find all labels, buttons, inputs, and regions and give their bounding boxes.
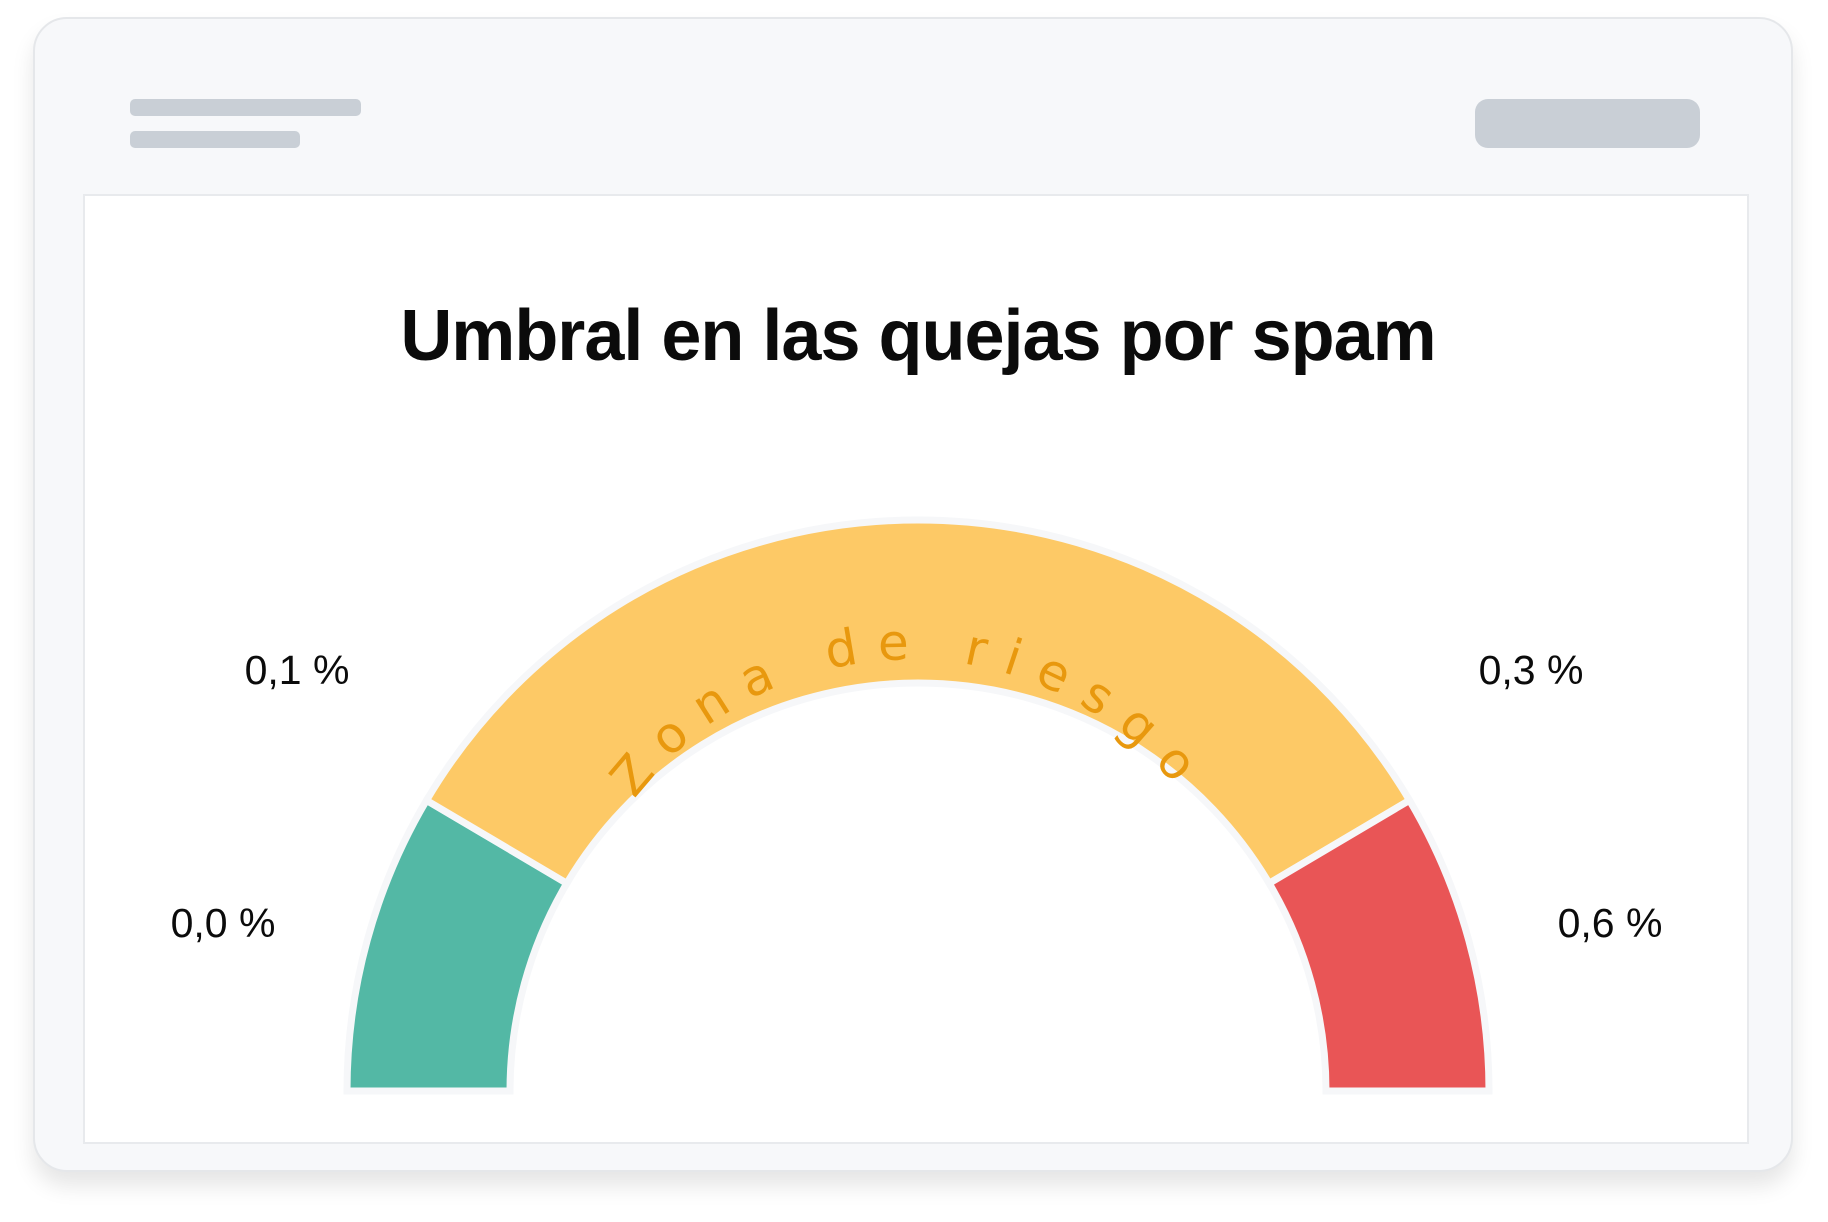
header-placeholder-line	[130, 131, 300, 148]
chart-title: Umbral en las quejas por spam	[400, 296, 1435, 376]
tick-label-2: 0,3 %	[1479, 647, 1584, 693]
chart-panel: Umbral en las quejas por spam Zona de ri…	[83, 194, 1749, 1144]
tick-label-1: 0,1 %	[245, 647, 350, 693]
header-placeholder-button[interactable]	[1475, 99, 1700, 148]
gauge-segment-2	[1264, 795, 1493, 1095]
tick-label-3: 0,6 %	[1558, 900, 1663, 946]
gauge-segment-1	[421, 516, 1415, 889]
browser-window: Umbral en las quejas por spam Zona de ri…	[33, 17, 1793, 1172]
gauge-chart: Umbral en las quejas por spam Zona de ri…	[171, 296, 1663, 1095]
header-placeholder-line	[130, 99, 361, 116]
gauge-segments	[343, 516, 1493, 1095]
tick-label-0: 0,0 %	[171, 900, 276, 946]
